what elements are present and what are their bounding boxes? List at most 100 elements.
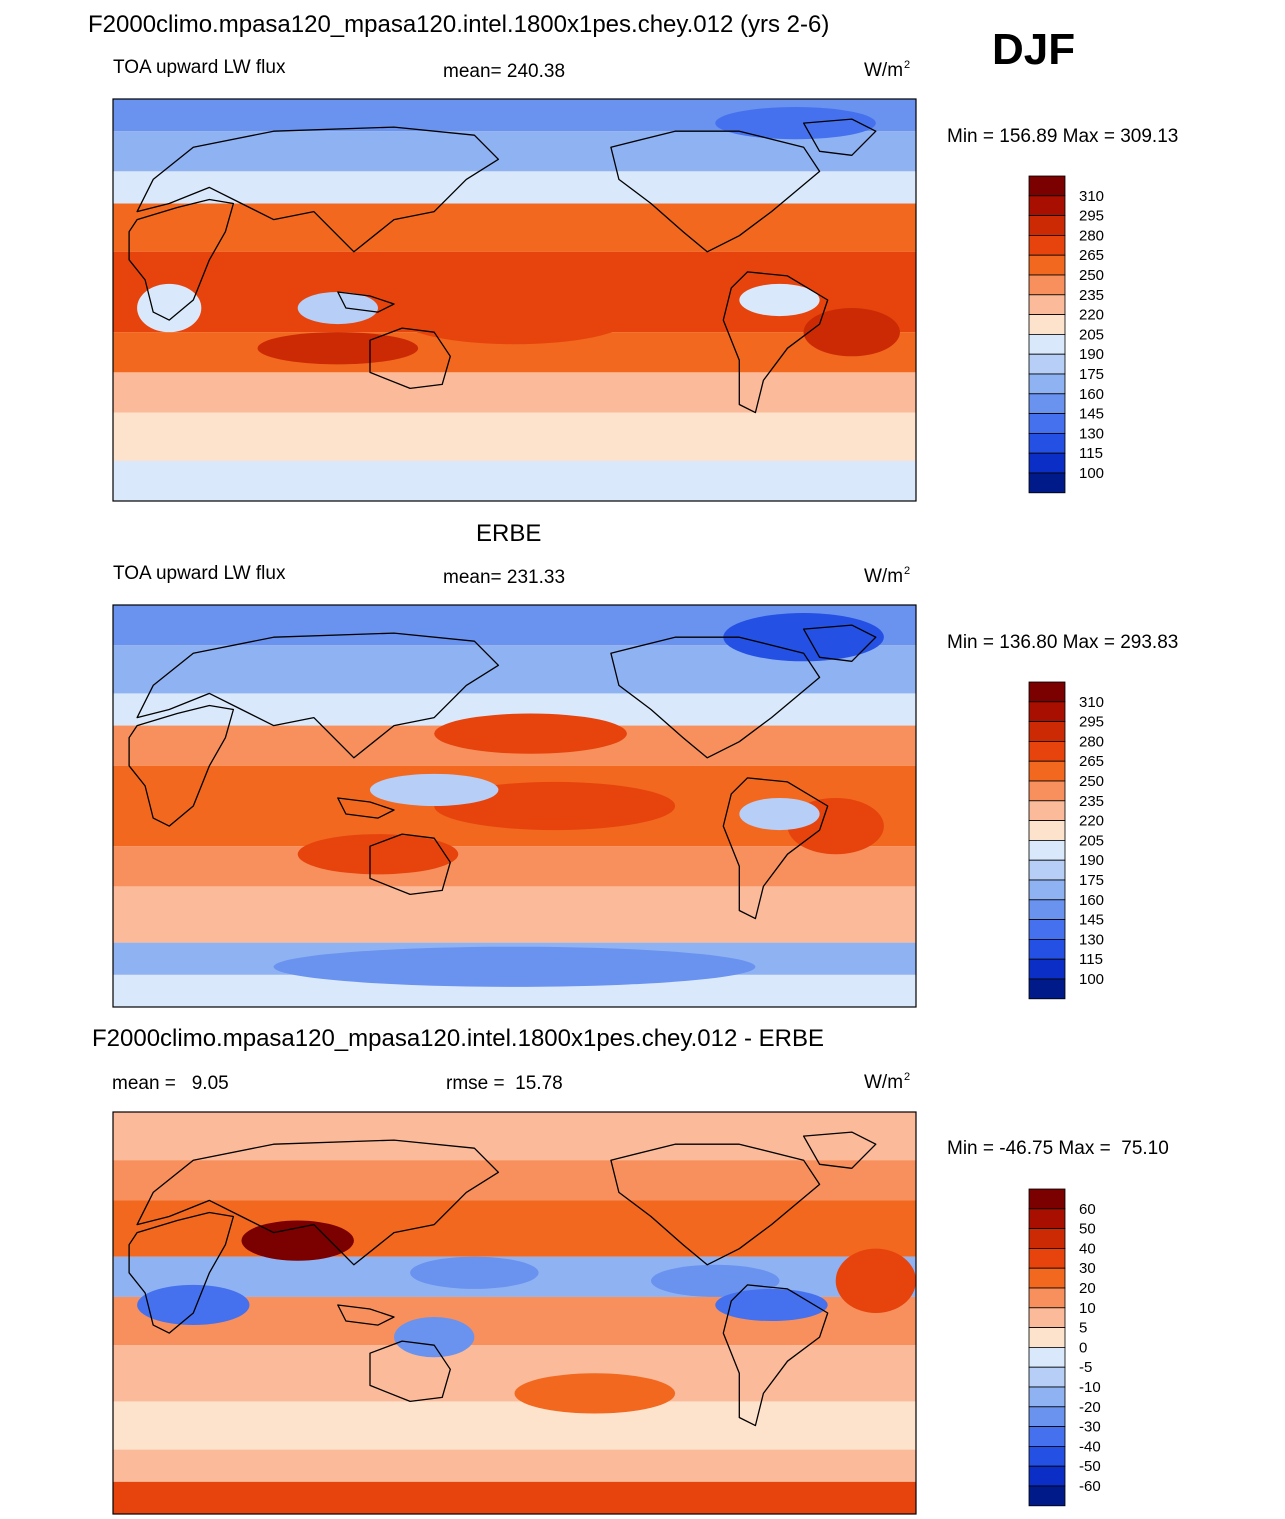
colorbar-tick-label: -50 — [1079, 1458, 1101, 1475]
panel-2-title: ERBE — [476, 520, 542, 547]
colorbar-tick-label: 160 — [1079, 892, 1104, 909]
colorbar-swatch — [1028, 175, 1066, 197]
colorbar-tick-label: 280 — [1079, 733, 1104, 750]
colorbar-tick-label: 100 — [1079, 465, 1104, 482]
colorbar-swatch — [1028, 1386, 1066, 1408]
field-contour — [651, 1264, 780, 1297]
colorbar-swatch — [1028, 840, 1066, 861]
colorbar-tick-label: 250 — [1079, 267, 1104, 284]
panel-3-units: W/m2 — [864, 1071, 911, 1093]
field-contour — [257, 332, 419, 365]
colorbar-swatch — [1028, 472, 1066, 494]
colorbar-swatch — [1028, 1228, 1066, 1249]
panel-1-variable: TOA upward LW flux — [113, 57, 286, 78]
field-band — [113, 460, 916, 501]
coastline — [610, 130, 821, 253]
coastline — [722, 777, 829, 920]
colorbar-swatch — [1028, 1307, 1066, 1329]
colorbar-swatch — [1028, 1327, 1066, 1348]
colorbar-swatch — [1028, 978, 1066, 1000]
coastline — [136, 1139, 500, 1266]
colorbar-swatch — [1028, 333, 1066, 355]
colorbar-swatch — [1028, 681, 1066, 703]
coastline — [369, 833, 451, 896]
coastline — [369, 327, 451, 390]
field-contour — [434, 713, 627, 754]
colorbar-swatch — [1028, 314, 1066, 335]
field-contour — [723, 613, 884, 662]
field-contour — [410, 1256, 539, 1289]
colorbar-swatch — [1028, 1485, 1066, 1507]
colorbar-swatch — [1028, 741, 1066, 762]
colorbar-tick-label: -10 — [1079, 1379, 1101, 1396]
panel-1-title: F2000climo.mpasa120_mpasa120.intel.1800x… — [88, 11, 830, 38]
field-contour — [739, 797, 820, 831]
field-contour — [273, 946, 756, 987]
colorbar-swatch — [1028, 1208, 1066, 1230]
field-band — [113, 1112, 916, 1161]
coastline — [337, 291, 395, 313]
colorbar-tick-label: 265 — [1079, 247, 1104, 264]
coastline — [610, 1143, 821, 1266]
field-contour — [297, 834, 459, 875]
colorbar-swatch — [1028, 274, 1066, 296]
colorbar-swatch — [1028, 1366, 1066, 1388]
field-band — [113, 1481, 916, 1514]
coastline — [802, 1131, 877, 1169]
colorbar-tick-label: 5 — [1079, 1320, 1087, 1337]
colorbar-swatch — [1028, 701, 1066, 722]
map-frame — [112, 98, 917, 502]
coastline — [136, 632, 500, 759]
colorbar-tick-label: -40 — [1079, 1438, 1101, 1455]
field-band — [113, 412, 916, 461]
coastline — [610, 636, 821, 759]
map-frame — [112, 1111, 917, 1515]
colorbar-swatch — [1028, 1267, 1066, 1289]
field-contour — [137, 1284, 250, 1326]
colorbar-tick-label: 310 — [1079, 694, 1104, 711]
colorbar-tick-label: 190 — [1079, 346, 1104, 363]
field-band — [113, 1160, 916, 1201]
field-band — [113, 1200, 916, 1257]
colorbar-tick-label: 190 — [1079, 852, 1104, 869]
colorbar-tick-label: 220 — [1079, 813, 1104, 830]
colorbar-tick-label: 175 — [1079, 872, 1104, 889]
colorbar-tick-label: 235 — [1079, 793, 1104, 810]
field-contour — [715, 107, 876, 140]
colorbar-tick-label: 50 — [1079, 1221, 1096, 1238]
coastline — [337, 1304, 395, 1326]
colorbar-swatch — [1028, 234, 1066, 256]
colorbar-swatch — [1028, 958, 1066, 980]
panel-1-mean: mean= 240.38 — [443, 61, 566, 82]
colorbar-swatch — [1028, 294, 1066, 315]
colorbar-tick-label: -5 — [1079, 1359, 1092, 1376]
colorbar-swatch — [1028, 413, 1066, 434]
colorbar-tick-label: 265 — [1079, 753, 1104, 770]
colorbar-swatch — [1028, 1446, 1066, 1467]
colorbar-swatch — [1028, 760, 1066, 782]
map-frame — [112, 604, 917, 1008]
colorbar-swatch — [1028, 1465, 1066, 1487]
colorbar-swatch — [1028, 353, 1066, 375]
colorbar-swatch — [1028, 721, 1066, 742]
colorbar-tick-label: 205 — [1079, 326, 1104, 343]
season-label: DJF — [992, 25, 1076, 74]
colorbar-swatch — [1028, 800, 1066, 821]
field-band — [113, 1345, 916, 1402]
colorbar-tick-label: -60 — [1079, 1478, 1101, 1495]
coastline — [369, 1340, 451, 1403]
coastline — [722, 1284, 829, 1427]
colorbar-2: 310 295 280 265 250 235 220 205 190 175 160 145 130 1… — [1028, 681, 1104, 1000]
colorbar-tick-label: 30 — [1079, 1260, 1096, 1277]
field-band — [113, 1449, 916, 1482]
coastline — [802, 624, 877, 662]
colorbar-tick-label: 220 — [1079, 307, 1104, 324]
field-band — [113, 372, 916, 413]
colorbar-swatch — [1028, 1248, 1066, 1269]
colorbar-swatch — [1028, 1426, 1066, 1447]
colorbar-swatch — [1028, 780, 1066, 802]
colorbar-swatch — [1028, 899, 1066, 920]
panel-1-units: W/m2 — [864, 59, 911, 81]
coastline — [722, 271, 829, 414]
